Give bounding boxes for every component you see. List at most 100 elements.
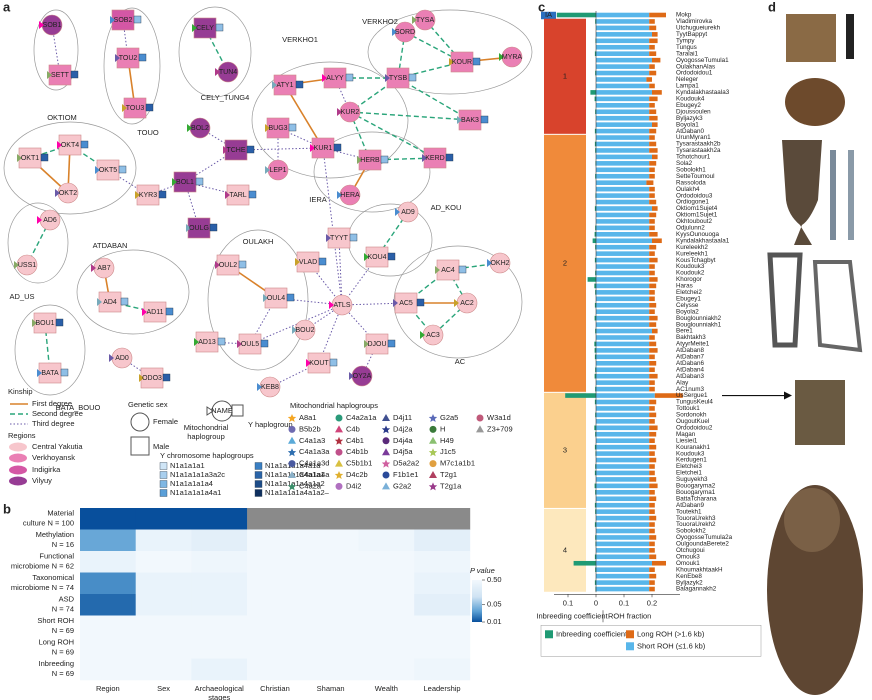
heatmap-cell xyxy=(358,594,415,616)
heatmap-cell xyxy=(191,572,248,595)
long-roh-bar xyxy=(649,277,658,282)
short-roh-bar xyxy=(596,309,650,314)
heatmap-cell xyxy=(358,637,415,659)
legend-swatch xyxy=(335,459,343,467)
short-roh-bar xyxy=(596,148,650,153)
long-roh-bar xyxy=(649,554,657,560)
node-label: TYSA xyxy=(416,17,435,24)
mito-marker xyxy=(392,28,397,36)
long-roh-bar xyxy=(649,470,655,476)
sample-label: Ebugey1 xyxy=(676,295,701,302)
sample-label: BattaTcharana xyxy=(676,495,717,502)
legend-label: C4b xyxy=(346,424,360,433)
inbreeding-bar xyxy=(594,348,596,353)
long-roh-bar xyxy=(649,348,658,353)
mito-marker xyxy=(57,141,62,149)
short-roh-bar xyxy=(596,283,650,289)
inbreeding-bar xyxy=(594,373,596,379)
photo-necklace xyxy=(830,150,836,240)
sample-label: OulgoundaBerete2 xyxy=(676,541,729,548)
sample-label: Bouogaryma2 xyxy=(676,483,716,490)
group-outline xyxy=(367,9,533,95)
short-roh-bar xyxy=(596,212,650,218)
long-roh-bar xyxy=(649,386,655,392)
column-label: Wealth xyxy=(375,684,398,693)
short-roh-bar xyxy=(596,206,652,211)
y-marker xyxy=(40,153,49,162)
mito-marker xyxy=(122,104,127,112)
long-roh-bar xyxy=(649,173,655,179)
short-roh-bar xyxy=(596,406,650,411)
node-label: TCHE xyxy=(226,147,245,154)
long-roh-bar xyxy=(649,509,655,514)
node-label: KUR2 xyxy=(341,109,360,116)
legend-label: G2a5 xyxy=(440,413,458,422)
long-roh-bar xyxy=(649,225,655,231)
mito-marker xyxy=(487,259,492,267)
sample-label: Kyndalakhastaala3 xyxy=(676,89,730,96)
mito-marker xyxy=(310,144,315,152)
y-marker xyxy=(55,318,64,327)
long-roh-bar xyxy=(649,309,655,314)
mito-marker xyxy=(265,124,270,132)
sample-label: Byljazyk3 xyxy=(676,115,703,122)
inbreeding-bar xyxy=(594,302,596,308)
long-roh-bar xyxy=(649,257,658,263)
inbreeding-bar xyxy=(595,19,596,24)
short-roh-bar xyxy=(596,470,650,476)
long-roh-bar xyxy=(649,64,655,69)
heatmap-cell xyxy=(302,594,359,616)
short-roh-bar xyxy=(596,380,650,385)
long-roh-bar xyxy=(652,560,666,566)
group-label: 4 xyxy=(563,545,567,554)
legend-label: N1a1a1a1a3a2c xyxy=(170,470,225,479)
long-roh-bar xyxy=(649,528,655,534)
node-label: OY2A xyxy=(353,373,372,380)
row-label: N = 16 xyxy=(52,540,74,549)
y-marker xyxy=(408,73,417,82)
node-label: OKH2 xyxy=(490,260,509,267)
short-roh-bar xyxy=(596,554,650,560)
heatmap-cell xyxy=(135,551,192,573)
group-outline xyxy=(103,7,161,125)
legend-label: M7c1a1b1 xyxy=(440,459,475,468)
row-label: Taxonomical xyxy=(32,573,74,582)
short-roh-bar xyxy=(596,515,650,521)
colorbar-label: 0.05 xyxy=(487,600,502,609)
heatmap-cell xyxy=(135,658,192,681)
long-roh-bar xyxy=(649,70,657,76)
long-roh-bar xyxy=(649,270,655,276)
panel-label: b xyxy=(3,501,11,516)
node-label: SOB1 xyxy=(43,22,62,29)
group-outline xyxy=(33,9,79,91)
legend-label: N1a1a1a1a4a1a2– xyxy=(265,488,330,497)
legend-label: Z3+709 xyxy=(487,424,513,433)
heatmap-cell xyxy=(135,529,192,552)
inbreeding-bar xyxy=(594,128,596,134)
heatmap-cell xyxy=(302,529,359,552)
legend-swatch xyxy=(428,482,438,491)
group-outline xyxy=(178,6,252,98)
node-label: AD4 xyxy=(103,299,117,306)
mito-marker xyxy=(364,253,369,261)
mito-marker xyxy=(115,54,120,62)
legend-swatch xyxy=(382,414,390,421)
legend-swatch xyxy=(130,436,150,456)
sample-label: Djoussoulen xyxy=(676,108,711,115)
y-marker xyxy=(387,252,396,261)
inbreeding-bar xyxy=(594,399,596,405)
long-roh-bar xyxy=(649,464,655,469)
short-roh-bar xyxy=(596,173,650,179)
legend-swatch xyxy=(428,414,438,422)
heatmap-cell xyxy=(80,508,136,530)
sample-label: Sobolokh1 xyxy=(676,166,706,173)
legend-label: Y haplogroup xyxy=(248,420,292,429)
row-label: microbiome N = 74 xyxy=(11,583,74,592)
sample-label: Omouk3 xyxy=(676,553,700,560)
legend-label: N1a1a1a1a4 xyxy=(170,479,213,488)
long-roh-bar xyxy=(649,186,655,192)
group-outline xyxy=(3,121,137,215)
legend-swatch xyxy=(382,482,390,490)
sample-label: Ordodoidou1 xyxy=(676,70,713,77)
panel-label: c xyxy=(538,0,545,14)
